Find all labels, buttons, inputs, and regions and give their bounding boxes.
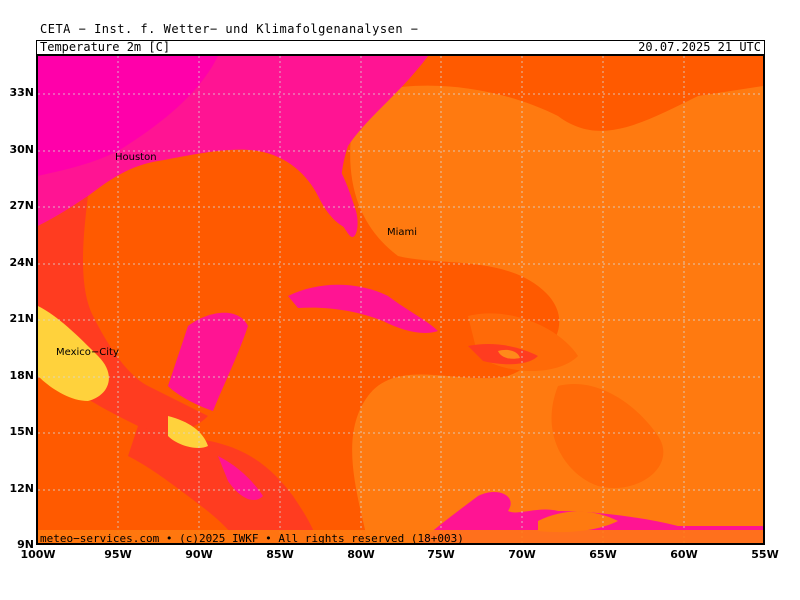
city-label-mexico-city: Mexico−City: [56, 347, 119, 358]
lon-label: 65W: [589, 548, 617, 561]
lat-label: 33N: [9, 86, 34, 99]
header-title: CETA − Inst. f. Wetter− und Klimafolgena…: [40, 22, 419, 36]
lon-label: 100W: [20, 548, 56, 561]
grid-lines: [38, 56, 763, 543]
lon-label: 60W: [670, 548, 698, 561]
map-svg: [38, 56, 763, 543]
hispaniola-hot: [498, 349, 520, 359]
map-subheader: Temperature 2m [C] 20.07.2025 21 UTC: [36, 40, 765, 54]
central-america: [128, 426, 318, 543]
lon-label: 75W: [427, 548, 455, 561]
city-label-miami: Miami: [387, 227, 418, 238]
lat-label: 27N: [9, 199, 34, 212]
south-america-hot: [538, 511, 618, 533]
lat-label: 9N: [17, 538, 34, 551]
lat-label: 30N: [9, 143, 34, 156]
copyright-footer: meteo−services.com • (c)2025 IWKF • All …: [40, 532, 464, 545]
cooler-sea-region-2: [551, 384, 664, 488]
mexico-highland: [38, 306, 109, 401]
central-america-highland: [168, 416, 208, 448]
temperature-map[interactable]: [36, 54, 765, 545]
lon-label: 85W: [266, 548, 294, 561]
variable-label: Temperature 2m [C]: [40, 40, 171, 54]
lon-label: 90W: [185, 548, 213, 561]
cooler-sea-region: [350, 85, 763, 543]
yucatan: [168, 312, 248, 411]
lon-label: 55W: [751, 548, 779, 561]
us-land-hot-spot: [38, 56, 218, 176]
lat-label: 21N: [9, 312, 34, 325]
lon-label: 80W: [347, 548, 375, 561]
lon-label: 95W: [104, 548, 132, 561]
lat-label: 24N: [9, 256, 34, 269]
datetime-label: 20.07.2025 21 UTC: [638, 40, 761, 54]
cuba: [288, 284, 438, 333]
lat-label: 18N: [9, 369, 34, 382]
lat-label: 12N: [9, 482, 34, 495]
city-label-houston: Houston: [115, 152, 157, 163]
footer-strip: [38, 530, 763, 543]
lat-label: 15N: [9, 425, 34, 438]
florida: [318, 146, 358, 237]
central-america-hot: [218, 456, 263, 501]
lon-label: 70W: [508, 548, 536, 561]
